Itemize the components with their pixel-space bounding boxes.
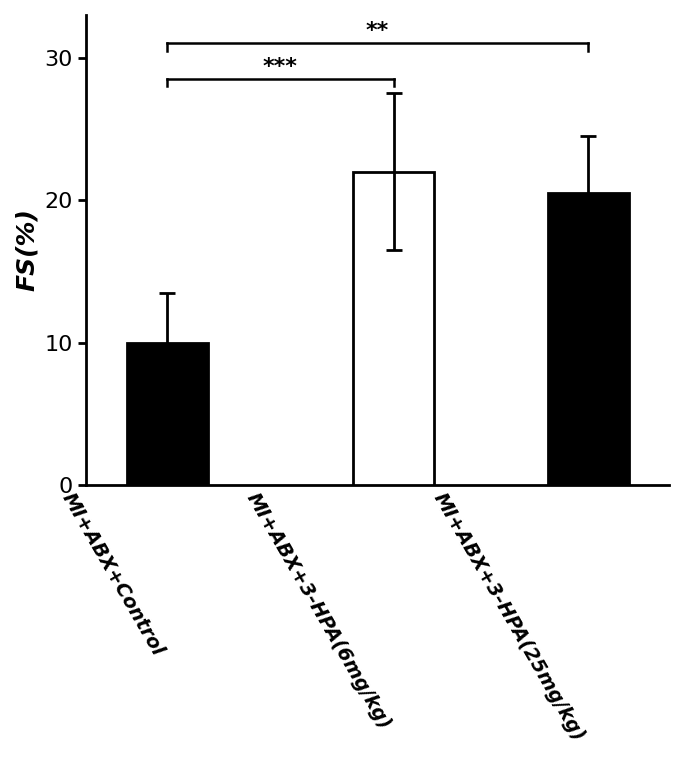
Bar xyxy=(548,193,629,485)
Bar xyxy=(353,172,434,485)
Bar xyxy=(127,343,207,485)
Y-axis label: FS(%): FS(%) xyxy=(15,208,39,291)
Text: **: ** xyxy=(366,21,389,41)
Text: ***: *** xyxy=(263,57,298,77)
